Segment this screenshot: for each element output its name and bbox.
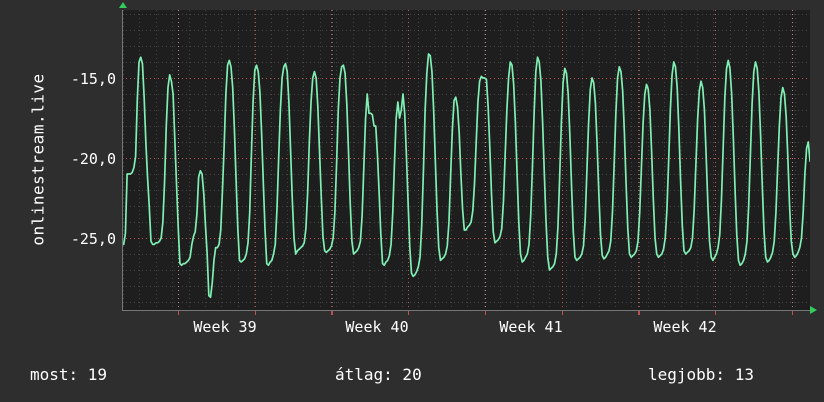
x-axis-line: [122, 310, 812, 311]
grid: [122, 10, 810, 310]
x-tick-label-week-42: Week 42: [653, 318, 717, 336]
axis-up-arrow-icon: [119, 2, 127, 8]
stat-current: most: 19: [30, 365, 108, 384]
y-tick-label-2: -20,0: [70, 150, 116, 168]
stat-best: legjobb: 13: [648, 365, 754, 384]
x-tick-label-week-40: Week 40: [345, 318, 409, 336]
x-tick-label-week-41: Week 41: [499, 318, 563, 336]
series-line: [122, 53, 810, 299]
plot-area: [122, 10, 810, 310]
y-tick-label-1: -15,0: [70, 70, 116, 88]
y-axis-line: [122, 10, 123, 311]
x-tick-label-week-39: Week 39: [193, 318, 257, 336]
y-tick-label-3: -25,0: [70, 230, 116, 248]
stat-average: átlag: 20: [335, 365, 422, 384]
axis-right-arrow-icon: [810, 306, 817, 314]
